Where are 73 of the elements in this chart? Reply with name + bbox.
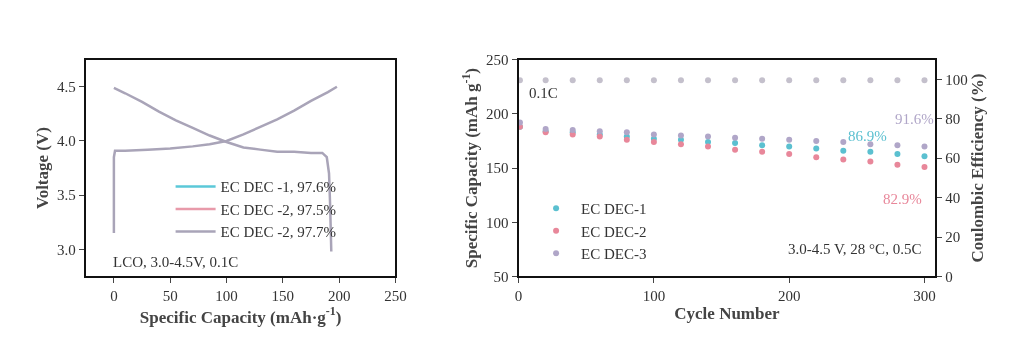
point: [759, 148, 766, 155]
annotation: 91.6%: [895, 111, 934, 127]
x-axis-title: Cycle Number: [674, 304, 781, 324]
point: [759, 135, 766, 142]
y-axis-title: Voltage (V): [33, 127, 53, 210]
x-tick-label: 50: [162, 288, 178, 305]
y2-tick-label: 60: [945, 150, 961, 167]
x-tick-label: 300: [913, 288, 936, 305]
y2-tick-label: 0: [945, 268, 953, 285]
point: [732, 140, 739, 147]
legend-label: EC DEC-3: [581, 246, 647, 263]
y2-tick-label: 80: [945, 111, 961, 128]
annotation: 86.9%: [848, 128, 887, 144]
point: [705, 133, 712, 140]
point: [759, 142, 766, 149]
point: [894, 142, 901, 149]
point: [650, 131, 657, 138]
x-tick-label: 0: [110, 288, 118, 305]
x-tick-label: 200: [327, 288, 351, 305]
annotation: 82.9%: [883, 191, 922, 207]
y2-tick-label: 40: [945, 189, 961, 206]
legend-label: EC DEC -1, 97.6%: [220, 179, 337, 196]
point: [867, 158, 874, 165]
y-tick-label: 150: [486, 160, 509, 177]
y2-axis-title: Coulombic Efficiency (%): [967, 73, 987, 263]
point: [840, 156, 847, 163]
x-tick-label: 200: [777, 288, 801, 305]
y-tick-label: 3.0: [56, 241, 76, 258]
point: [813, 137, 820, 144]
y-tick-label: 100: [486, 214, 509, 231]
legend-label: EC DEC -2, 97.5%: [220, 201, 337, 218]
point: [894, 150, 901, 157]
point: [921, 163, 928, 170]
point: [650, 139, 657, 146]
x-tick-label: 0: [514, 288, 523, 305]
point: [786, 136, 793, 143]
point: [894, 161, 901, 168]
point: [623, 129, 630, 136]
y-tick-label: 50: [493, 268, 509, 285]
legend-label: EC DEC-2: [581, 223, 647, 240]
y-tick-label: 4.0: [56, 133, 76, 150]
point: [786, 143, 793, 150]
legend-label: EC DEC-1: [581, 201, 647, 218]
point: [732, 146, 739, 153]
point: [867, 141, 874, 148]
point: [518, 119, 523, 126]
x-axis-title: Specific Capacity (mAh·g$^{-1}$): [139, 304, 342, 327]
annotation: 3.0-4.5 V, 28 °C, 0.5C: [788, 241, 922, 257]
x-tick-label: 100: [215, 288, 238, 305]
y-tick-label: 4.5: [56, 79, 76, 95]
y-tick-label: 250: [486, 51, 509, 68]
y2-tick-label: 100: [945, 71, 968, 88]
point: [921, 153, 928, 160]
point: [786, 150, 793, 157]
x-tick-label: 250: [384, 288, 407, 305]
point: [677, 132, 684, 139]
point: [705, 143, 712, 150]
annotation: LCO, 3.0-4.5V, 0.1C: [113, 254, 239, 270]
point: [921, 143, 928, 150]
y-tick-label: 200: [486, 106, 509, 123]
point: [677, 141, 684, 148]
x-tick-label: 150: [271, 288, 295, 305]
legend-label: EC DEC -2, 97.7%: [220, 224, 337, 241]
y2-tick-label: 20: [945, 229, 961, 246]
point: [813, 145, 820, 152]
point: [840, 139, 847, 146]
x-tick-label: 100: [642, 288, 666, 305]
y-tick-label: 3.5: [56, 187, 76, 204]
point: [840, 147, 847, 154]
point: [867, 148, 874, 155]
point: [813, 154, 820, 161]
point: [732, 134, 739, 141]
annotation: 0.1C: [529, 85, 558, 101]
